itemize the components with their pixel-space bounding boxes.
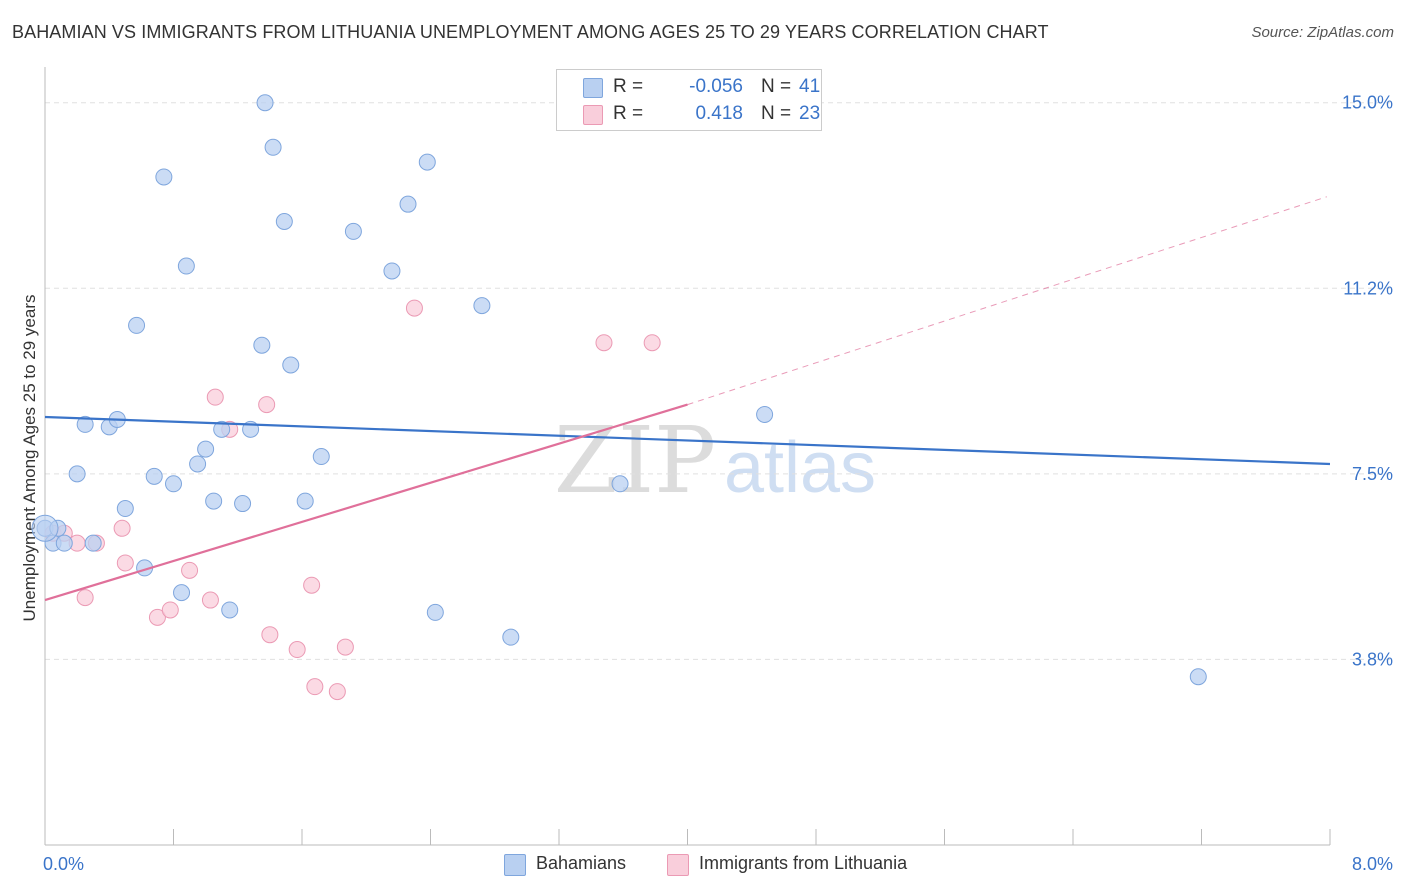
bahamians-point (173, 584, 191, 602)
bahamians-point (275, 213, 293, 231)
bahamians-trend-line (44, 415, 1331, 466)
lithuania-point (306, 678, 324, 696)
legend-n-value: 23 (799, 103, 821, 124)
watermark-atlas: atlas (724, 428, 876, 508)
y-tick-label: 7.5% (1352, 464, 1393, 484)
legend-r-label: R = (613, 76, 644, 97)
lithuania-point (261, 626, 279, 644)
bahamians-point (253, 336, 271, 354)
x-tick-label: 8.0% (1352, 854, 1393, 874)
legend-swatch-blue (583, 78, 603, 98)
bahamians-point-cluster (31, 514, 59, 542)
bottom-legend-label: Bahamians (536, 853, 627, 873)
lithuania-point (336, 638, 354, 656)
lithuania-point (206, 388, 224, 406)
correlation-legend: R = -0.056 N = 41 R = 0.418 N = 23 (556, 69, 822, 131)
lithuania-point (405, 299, 423, 317)
chart-title: BAHAMIAN VS IMMIGRANTS FROM LITHUANIA UN… (12, 22, 1049, 42)
legend-n-value: 41 (799, 76, 821, 97)
lithuania-point (201, 591, 219, 609)
legend-r-value: 0.418 (695, 103, 743, 124)
legend-r-value: -0.056 (689, 76, 743, 97)
bahamians-point (177, 257, 195, 275)
lithuania-point (161, 601, 179, 619)
legend-swatch-pink (583, 105, 603, 125)
bahamians-point (221, 601, 239, 619)
bahamians-point (426, 603, 444, 621)
bahamians-point (344, 222, 362, 240)
bahamians-point (296, 492, 314, 510)
bahamians-point (55, 534, 73, 552)
bahamians-point (128, 316, 146, 334)
lithuania-point (328, 683, 346, 701)
bahamians-point (189, 455, 207, 473)
bahamians-point (205, 492, 223, 510)
legend-n-label: N = (761, 76, 792, 97)
lithuania-point (76, 589, 94, 607)
bahamians-point (282, 356, 300, 374)
legend-r-label: R = (613, 103, 644, 124)
bottom-legend-label: Immigrants from Lithuania (699, 853, 908, 873)
bahamians-point (76, 415, 94, 433)
legend-n-label: N = (761, 103, 792, 124)
bottom-legend-swatch-pink (667, 854, 689, 876)
bahamians-point (399, 195, 417, 213)
y-tick-label: 15.0% (1342, 93, 1393, 113)
lithuania-point (258, 396, 276, 414)
lithuania-point (148, 608, 166, 626)
bahamians-point (256, 94, 274, 112)
bahamians-point (197, 440, 215, 458)
bottom-legend-swatch-blue (504, 854, 526, 876)
bahamians-point (116, 500, 134, 518)
lithuania-point (303, 576, 321, 594)
bahamians-point (502, 628, 520, 646)
y-tick-label: 3.8% (1352, 649, 1393, 669)
watermark-zip: ZIP (554, 407, 716, 514)
bahamians-point (155, 168, 173, 186)
bahamians-point (213, 420, 231, 438)
bahamians-point (756, 405, 774, 423)
lithuania-point (113, 519, 131, 537)
lithuania-point (181, 561, 199, 579)
lithuania-point (288, 641, 306, 659)
bahamians-point (264, 138, 282, 156)
lithuania-point (643, 334, 661, 352)
source-label: Source: ZipAtlas.com (1251, 24, 1394, 41)
lithuania-point (116, 554, 134, 572)
bahamians-point (383, 262, 401, 280)
y-tick-label: 11.2% (1343, 278, 1393, 298)
bahamians-point (1189, 668, 1207, 686)
bahamians-point (145, 467, 163, 485)
lithuania-trend-line (44, 403, 688, 602)
x-tick-label: 0.0% (43, 854, 84, 874)
bahamians-point (473, 297, 491, 315)
bahamians-point (165, 475, 182, 493)
bahamians-point (418, 153, 436, 171)
lithuania-trend-extrapolation (687, 196, 1327, 406)
bahamians-point (312, 448, 330, 466)
bahamians-point (68, 465, 86, 483)
bahamians-point (234, 495, 252, 513)
lithuania-point (595, 334, 613, 352)
bahamians-point (84, 534, 102, 552)
bahamians-point (611, 475, 629, 493)
